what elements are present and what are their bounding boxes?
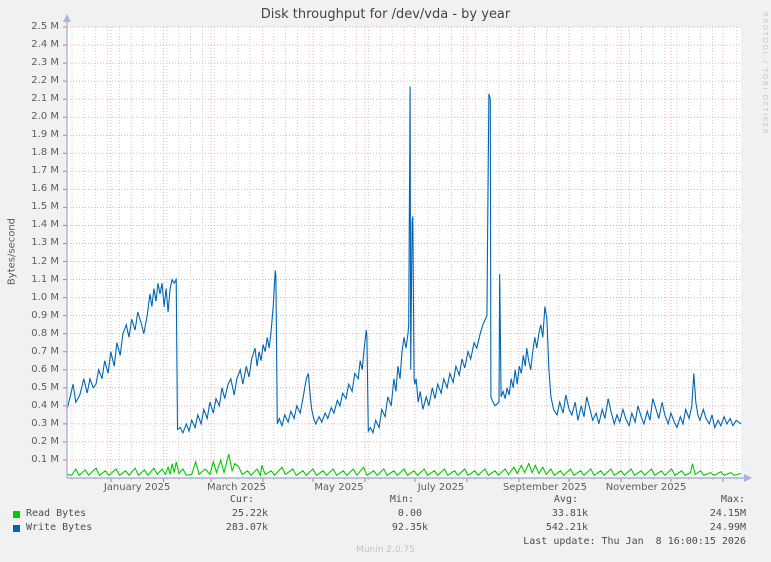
read-max-value: 24.15M [709, 508, 746, 519]
read-bytes-line [66, 453, 742, 478]
write-min-value: 92.35k [391, 522, 428, 533]
munin-version: Munin 2.0.75 [356, 545, 415, 555]
write-bytes-line [66, 86, 742, 435]
x-axis-arrow-icon [744, 474, 752, 482]
read-bytes-swatch [13, 511, 20, 518]
y-axis-arrow-icon [63, 14, 71, 22]
legend-label-read: Read Bytes [26, 508, 87, 519]
read-min-value: 0.00 [397, 508, 422, 519]
y-axis-label: Bytes/second [6, 217, 18, 286]
rrdtool-watermark: RRDTOOL / TOBI OETIKER [761, 12, 769, 136]
column-header-cur: Cur: [229, 494, 254, 505]
column-header-avg: Avg: [553, 494, 578, 505]
read-avg-value: 33.81k [551, 508, 588, 519]
column-header-max: Max: [720, 494, 745, 505]
column-header-min: Min: [389, 494, 414, 505]
write-cur-value: 283.07k [225, 522, 268, 533]
legend-label-write: Write Bytes [26, 522, 93, 533]
read-cur-value: 25.22k [231, 508, 268, 519]
write-bytes-swatch [13, 525, 20, 532]
write-max-value: 24.99M [709, 522, 746, 533]
write-avg-value: 542.21k [545, 522, 588, 533]
page-title: Disk throughput for /dev/vda - by year [260, 7, 511, 22]
last-update-text: Last update: Thu Jan 8 16:00:15 2026 [523, 536, 746, 547]
